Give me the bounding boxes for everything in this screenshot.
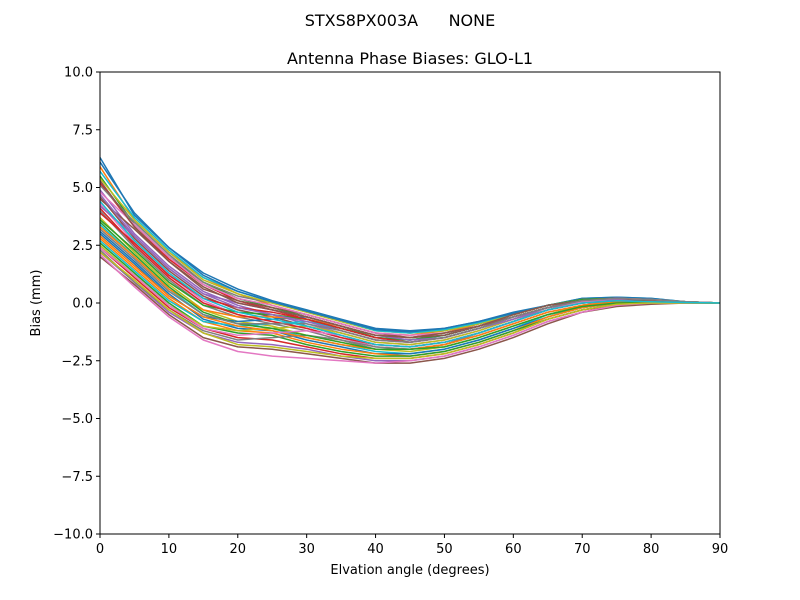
series-line-29: [99, 177, 721, 334]
series-line-40: [99, 200, 721, 348]
x-tick-label: 60: [505, 542, 522, 557]
y-axis-label: Bias (mm): [29, 270, 44, 337]
chart-title: Antenna Phase Biases: GLO-L1: [287, 49, 533, 68]
x-tick-label: 20: [230, 542, 247, 557]
y-tick-label: 5.0: [72, 181, 93, 196]
series-line-38: [99, 228, 721, 344]
y-tick-label: 10.0: [64, 66, 93, 81]
x-tick-label: 70: [574, 542, 591, 557]
series-line-39: [99, 251, 720, 360]
y-tick-label: −7.5: [61, 470, 93, 485]
x-tick-label: 50: [436, 542, 453, 557]
x-tick-label: 40: [367, 542, 384, 557]
x-tick-label: 80: [643, 542, 660, 557]
y-tick-label: 7.5: [72, 123, 93, 138]
ticks-layer: 0 10 20 30 40 50 60 70 80 90 −10.0 −7.5 −5.0 −2.5 0.0 2…: [53, 66, 728, 558]
series-line-17: [99, 253, 720, 364]
y-tick-label: −5.0: [61, 412, 93, 427]
figure-suptitle: STXS8PX003A NONE: [305, 11, 495, 30]
y-tick-label: −10.0: [53, 528, 93, 543]
x-tick-label: 30: [298, 542, 315, 557]
x-tick-label: 0: [96, 542, 104, 557]
series-line-16: [99, 256, 720, 364]
y-tick-label: 0.0: [72, 297, 93, 312]
y-tick-label: −2.5: [61, 354, 93, 369]
series-line-33: [99, 221, 721, 350]
series-line-30: [99, 170, 721, 334]
x-tick-label: 10: [161, 542, 178, 557]
y-tick-label: 2.5: [72, 239, 93, 254]
x-tick-label: 90: [712, 542, 729, 557]
series-layer: [99, 157, 721, 364]
plot-frame: [99, 71, 721, 535]
x-axis-label: Elvation angle (degrees): [330, 563, 489, 578]
